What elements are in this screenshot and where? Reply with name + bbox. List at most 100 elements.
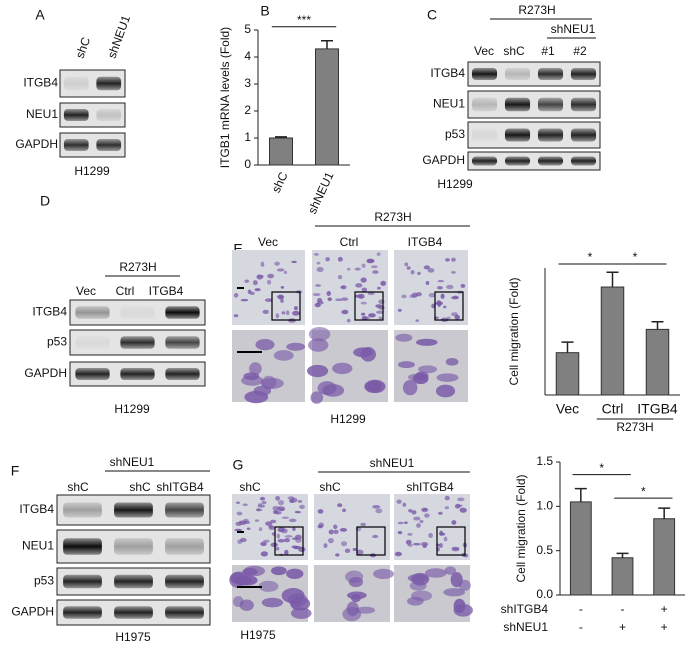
cell <box>421 507 429 513</box>
cell <box>407 574 428 583</box>
cell <box>361 315 368 321</box>
cell <box>277 527 286 533</box>
cell <box>397 531 403 535</box>
y-tick-label: 2 <box>244 103 251 117</box>
cell <box>313 253 319 256</box>
bar <box>315 48 339 166</box>
bar <box>269 137 293 166</box>
cell <box>360 277 367 283</box>
cell <box>257 504 266 508</box>
band <box>570 128 597 142</box>
cell-line: H1299 <box>437 177 473 191</box>
cell <box>425 280 430 285</box>
cell <box>370 265 378 269</box>
cell <box>261 500 267 505</box>
cell <box>446 284 454 290</box>
error-bar <box>321 40 333 49</box>
cell <box>259 496 266 501</box>
panel-label: C <box>427 7 437 23</box>
band <box>63 76 89 91</box>
cell <box>308 326 331 342</box>
cell <box>416 523 421 528</box>
lane-label: ITGB4 <box>149 284 184 298</box>
cell <box>280 508 284 511</box>
row-label: NEU1 <box>433 97 465 111</box>
y-tick-label: 0.5 <box>536 543 553 557</box>
cell <box>297 499 303 503</box>
cell <box>443 305 447 309</box>
micrograph <box>312 250 388 325</box>
blot-strip <box>467 151 601 171</box>
cell <box>451 257 456 262</box>
cell <box>312 293 321 297</box>
cell <box>395 333 413 342</box>
cell <box>346 318 351 323</box>
group-label: R273H <box>374 210 411 224</box>
cell <box>258 580 279 592</box>
band <box>96 76 122 91</box>
group-label: shNEU1 <box>110 455 155 469</box>
cell-line: H1975 <box>240 628 276 642</box>
significance-label: * <box>599 461 604 475</box>
row-label: GAPDH <box>24 366 67 380</box>
cell <box>242 567 258 576</box>
y-axis-label: Cell migration (Fold) <box>514 474 528 582</box>
cell <box>436 373 459 382</box>
band <box>570 68 597 80</box>
row-label: GAPDH <box>422 153 465 167</box>
lane-label: Vec <box>474 44 494 58</box>
row-label: p53 <box>47 335 67 349</box>
panel-label: E <box>233 241 242 257</box>
cell <box>341 297 349 301</box>
cell <box>412 542 421 546</box>
cell <box>409 581 427 591</box>
cell <box>263 539 270 543</box>
band <box>63 109 89 121</box>
cell <box>356 549 364 555</box>
cell <box>284 538 291 543</box>
cell <box>451 520 457 525</box>
error-bar <box>658 507 671 519</box>
band <box>537 156 564 166</box>
band <box>471 156 498 166</box>
cell <box>326 290 331 296</box>
cell <box>249 362 262 376</box>
group-label: R273H <box>616 420 653 434</box>
cell <box>450 296 459 300</box>
cell <box>348 577 364 588</box>
cell <box>236 501 240 504</box>
cell <box>284 535 293 538</box>
cell <box>435 384 456 398</box>
error-bar <box>275 136 287 138</box>
cell <box>286 342 306 351</box>
inset-box <box>434 291 464 321</box>
lane-label: Vec <box>76 284 96 298</box>
cell <box>267 273 275 279</box>
cell <box>341 309 349 315</box>
cell <box>413 516 421 521</box>
band <box>63 606 102 619</box>
cell <box>292 310 300 316</box>
cell <box>337 503 343 508</box>
band <box>165 306 200 319</box>
band <box>96 109 122 121</box>
band <box>165 336 200 349</box>
band <box>96 139 122 151</box>
cell <box>342 508 346 513</box>
cell <box>233 293 239 298</box>
cell <box>266 279 272 285</box>
lane-label: shITGB4 <box>156 480 204 494</box>
cell <box>328 529 334 535</box>
cell <box>261 597 284 608</box>
cell <box>373 568 395 580</box>
cell <box>293 306 298 311</box>
cell <box>317 381 337 396</box>
cell <box>344 548 351 553</box>
cell <box>444 495 450 501</box>
cell <box>375 508 383 514</box>
row-label: GAPDH <box>15 137 58 151</box>
row-label: ITGB4 <box>430 66 465 80</box>
cell <box>288 518 297 523</box>
condition-sign: + <box>661 620 668 634</box>
cell <box>439 530 443 536</box>
